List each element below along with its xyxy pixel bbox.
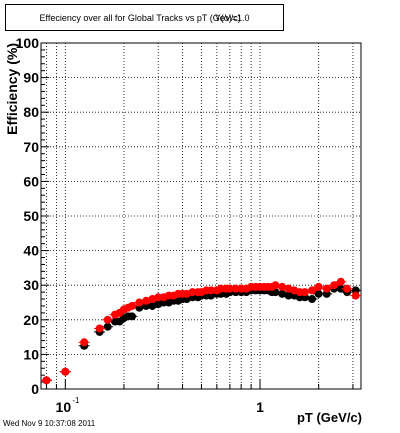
chart-title-box: Effeciency over all for Global Tracks vs… bbox=[5, 4, 284, 31]
y-tick-label: 70 bbox=[23, 139, 39, 155]
red-series-point bbox=[103, 315, 112, 324]
chart-title: Effeciency over all for Global Tracks vs… bbox=[39, 12, 241, 23]
red-series-point bbox=[343, 284, 352, 293]
red-series-point bbox=[336, 277, 345, 286]
y-tick-label: 0 bbox=[31, 381, 39, 397]
y-axis-label: Efficiency (%) bbox=[4, 43, 20, 135]
red-series-point bbox=[61, 367, 70, 376]
red-series-point bbox=[80, 338, 89, 347]
black-series-point bbox=[284, 291, 293, 300]
red-series-point bbox=[322, 284, 331, 293]
y-tick-label: 30 bbox=[23, 277, 39, 293]
data-markers bbox=[40, 277, 362, 385]
y-tick-label: 10 bbox=[23, 346, 39, 362]
black-series-point bbox=[308, 295, 317, 304]
x-tick-label: 1 bbox=[256, 399, 264, 415]
x-tick-label: 10 bbox=[56, 399, 72, 415]
red-series-point bbox=[271, 281, 280, 290]
red-series-point bbox=[95, 324, 104, 333]
red-series-point bbox=[314, 282, 323, 291]
title-overlay: Y(o)=1.0 bbox=[214, 12, 250, 23]
y-tick-label: 100 bbox=[16, 35, 40, 51]
red-series-point bbox=[300, 288, 309, 297]
timestamp: Wed Nov 9 10:37:08 2011 bbox=[3, 419, 96, 428]
red-series-point bbox=[330, 281, 339, 290]
red-series-point bbox=[225, 284, 234, 293]
y-tick-label: 80 bbox=[23, 104, 39, 120]
axis-labels: Efficiency (%) pT (GeV/c) 0 10 20 30 40 50 60 7… bbox=[4, 35, 362, 425]
black-series-point bbox=[128, 312, 137, 321]
black-series-point bbox=[314, 289, 323, 298]
red-series-point bbox=[42, 376, 51, 385]
black-series-point bbox=[336, 284, 345, 293]
grid-lines bbox=[41, 42, 361, 390]
red-series-point bbox=[308, 286, 317, 295]
x-axis-label: pT (GeV/c) bbox=[297, 410, 362, 425]
x-tick-label-exponent: -1 bbox=[72, 396, 80, 405]
y-tick-label: 20 bbox=[23, 312, 39, 328]
y-tick-label: 40 bbox=[23, 243, 39, 259]
y-tick-label: 90 bbox=[23, 70, 39, 86]
red-series-point bbox=[135, 298, 144, 307]
y-tick-label: 50 bbox=[23, 208, 39, 224]
red-series-point bbox=[207, 286, 216, 295]
y-tick-label: 60 bbox=[23, 173, 39, 189]
black-series-point bbox=[103, 322, 112, 331]
red-series-point bbox=[351, 291, 360, 300]
axis-ticks bbox=[41, 42, 354, 390]
red-series-point bbox=[128, 301, 137, 310]
